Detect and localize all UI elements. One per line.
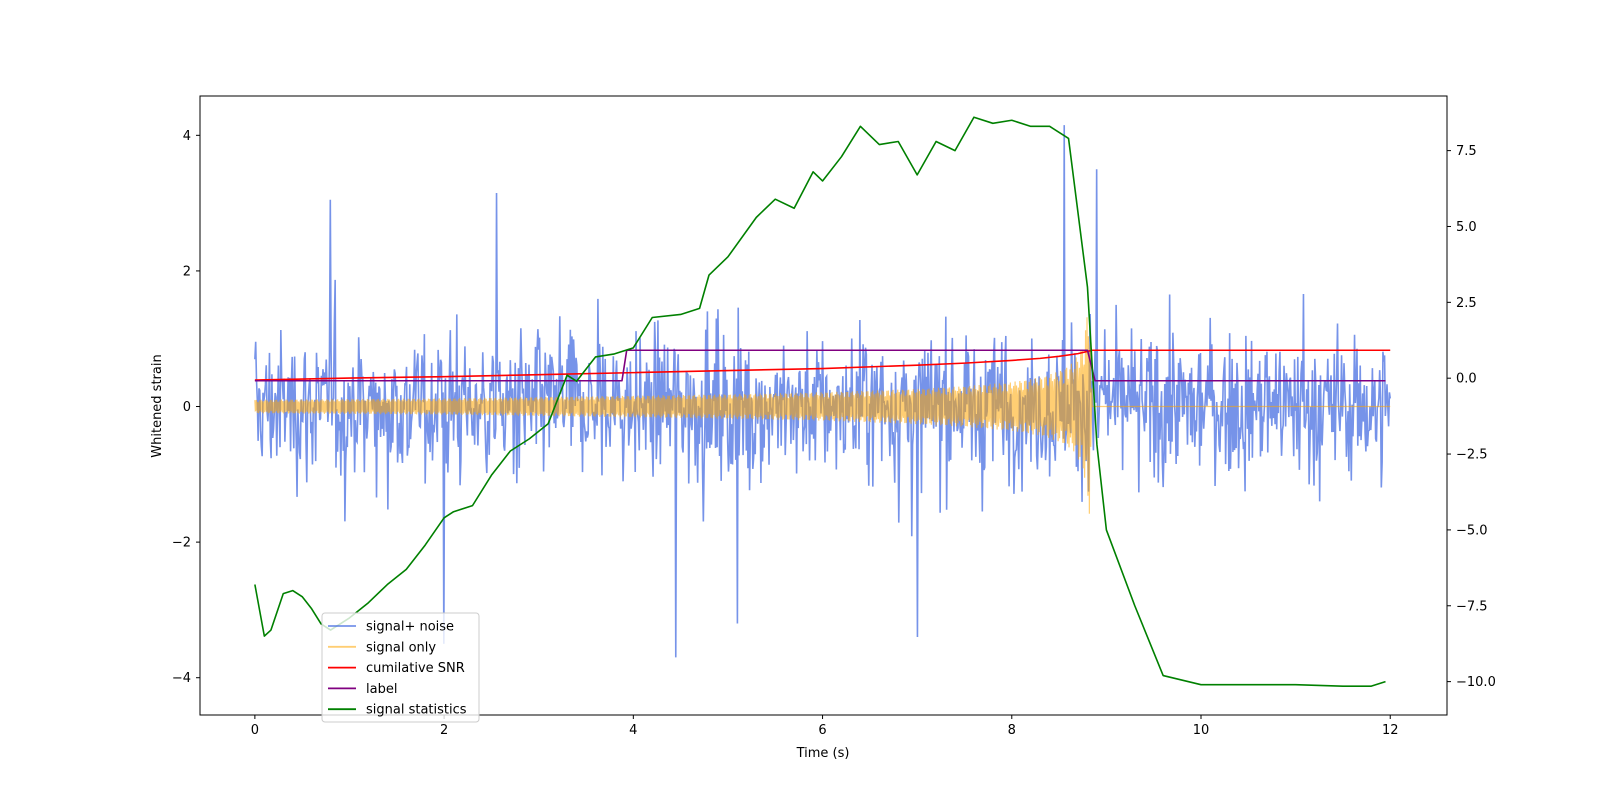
y2-tick-label: −10.0 — [1456, 675, 1496, 690]
label-layer — [254, 349, 1386, 382]
y2-tick-label: 7.5 — [1456, 144, 1477, 159]
x-tick-label: 8 — [1008, 723, 1016, 738]
x-tick-label: 0 — [251, 723, 259, 738]
y-tick-label: 0 — [183, 400, 191, 415]
y2-tick-label: −7.5 — [1456, 599, 1488, 614]
y-tick-label: 2 — [183, 264, 191, 279]
plot-area — [254, 116, 1392, 687]
series-label-line — [254, 349, 1386, 382]
y-tick-label: −2 — [172, 536, 191, 551]
y2-tick-label: −5.0 — [1456, 523, 1488, 538]
legend-box — [321, 612, 480, 723]
series-signal-noise-line — [254, 125, 1392, 658]
x-tick-label: 4 — [629, 723, 637, 738]
cumulative-snr-layer — [254, 349, 1391, 381]
legend: signal+ noise signal only cumilative SNR la… — [321, 612, 480, 723]
y2-tick-label: −2.5 — [1456, 448, 1488, 463]
y2-tick-label: 2.5 — [1456, 296, 1477, 311]
signal-only-layer — [254, 317, 1391, 514]
legend-label: signal+ noise — [366, 620, 454, 635]
legend-label: signal only — [366, 640, 436, 655]
y-tick-label: −4 — [172, 671, 191, 686]
x-tick-label: 10 — [1193, 723, 1210, 738]
series-signal-statistics-line — [254, 116, 1386, 687]
legend-label: cumilative SNR — [366, 661, 465, 676]
series-signal-only-line — [254, 317, 1391, 514]
y2-tick-label: 0.0 — [1456, 372, 1477, 387]
signal-statistics-layer — [254, 116, 1386, 687]
legend-label: signal statistics — [366, 703, 467, 718]
legend-label: label — [366, 682, 397, 697]
series-cumulative-snr-line — [254, 349, 1391, 381]
y-axis-left: −4 −2 0 2 4 — [172, 129, 200, 686]
x-tick-label: 2 — [440, 723, 448, 738]
x-tick-label: 12 — [1382, 723, 1399, 738]
y-axis-right: −10.0 −7.5 −5.0 −2.5 0.0 2.5 5.0 7.5 — [1447, 144, 1496, 690]
plot-frame — [199, 95, 1448, 716]
signal-noise-layer — [254, 125, 1392, 658]
y-tick-label: 4 — [183, 129, 191, 144]
y2-tick-label: 5.0 — [1456, 220, 1477, 235]
x-axis-title: Time (s) — [796, 746, 850, 761]
x-tick-label: 6 — [818, 723, 826, 738]
y-axis-title: Whitened strain — [150, 354, 165, 457]
